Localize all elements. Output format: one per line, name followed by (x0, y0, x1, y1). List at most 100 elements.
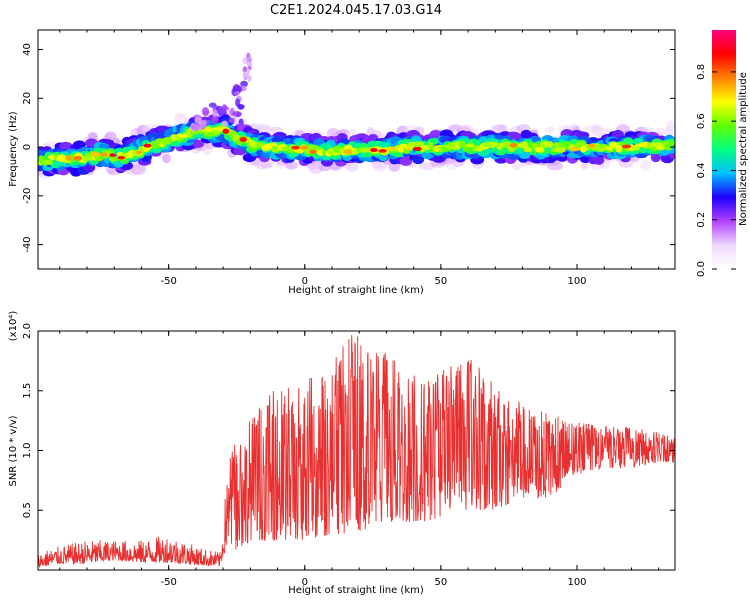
spectrogram-cell (404, 146, 413, 151)
spectrogram-cell (650, 152, 661, 163)
y-tick-label: -20 (22, 188, 33, 204)
spectrogram-frame (37, 29, 676, 270)
spectrogram-cell (457, 140, 466, 148)
spectrogram-cell (427, 142, 434, 149)
spectrogram-cell (246, 61, 253, 67)
spectrogram-cell (640, 159, 651, 171)
spectrogram-cell (246, 68, 250, 75)
spectrogram-cell (465, 143, 474, 148)
spectrogram-cell (232, 111, 242, 117)
spectrogram-cell (555, 146, 566, 153)
spectrogram-cell (285, 161, 298, 170)
spectrogram-cell (621, 144, 632, 149)
spectrogram-cell (640, 141, 648, 148)
spectrogram-cell (399, 156, 413, 166)
colorbar-tick-label: 0.4 (696, 162, 707, 178)
x-tick-label: 0 (302, 276, 308, 287)
x-tick-label: 50 (435, 276, 448, 287)
spectrogram-cell (150, 143, 160, 149)
y-tick-label: 1.5 (22, 383, 33, 399)
snr-series (38, 335, 675, 568)
snr-multiplier: (x10⁴) (8, 311, 19, 342)
spectrogram-cell (666, 120, 675, 132)
spectrogram-cell (473, 139, 482, 147)
spectrogram-cell (56, 156, 65, 162)
spectrogram-cell (378, 149, 387, 153)
spectrogram-cell (100, 152, 108, 157)
spectrogram-cell (553, 142, 561, 148)
spectrogram-cell (237, 104, 245, 110)
spectrogram-cell (194, 117, 203, 124)
spectrogram-heatmap (38, 52, 675, 179)
spectrogram-cell (668, 141, 675, 147)
spectrogram-cell (240, 80, 248, 88)
x-tick-label: 100 (567, 577, 586, 588)
spectrogram-cell (246, 56, 253, 63)
spectrogram-cell (309, 149, 317, 155)
spectrogram-cell (43, 159, 54, 165)
spectrogram-cell (200, 119, 207, 129)
y-tick-label: 0.5 (22, 502, 33, 518)
snr-axes: -50 0 50 100 0.5 1.0 1.5 2.0 (22, 323, 675, 588)
spectrogram-cell (519, 141, 529, 149)
snr-xlabel: Height of straight line (km) (288, 585, 424, 596)
spectrogram-cell (271, 136, 284, 144)
colorbar-ticks: 0.0 0.2 0.4 0.6 0.8 (696, 64, 736, 277)
spectrogram-cell (370, 148, 378, 153)
y-tick-label: 0 (22, 144, 33, 150)
spectrogram-cell (211, 109, 218, 118)
spectrogram-cell (109, 153, 116, 158)
colorbar-tick-label: 0.2 (696, 212, 707, 228)
spectrogram-cell (386, 146, 396, 151)
spectrogram-cell (509, 143, 518, 148)
spectrogram-cell (232, 85, 243, 94)
spectrogram-cell (143, 143, 152, 148)
spectrogram-cell (239, 136, 247, 143)
spectrogram-cell (117, 155, 126, 160)
spectrogram-panel: -50 0 50 100 -40 -20 0 20 40 Height of straight … (8, 29, 676, 296)
spectrogram-xlabel: Height of straight line (km) (288, 285, 424, 296)
spectrogram-cell (247, 74, 252, 83)
spectrogram-cell (130, 164, 147, 175)
y-tick-label: -40 (22, 236, 33, 252)
colorbar-tick-label: 0.8 (696, 64, 707, 80)
spectrogram-cell (605, 146, 613, 151)
colorbar-tick-label: 0.0 (696, 261, 707, 277)
x-tick-label: 100 (567, 276, 586, 287)
snr-panel: -50 0 50 100 0.5 1.0 1.5 2.0 (x10⁴) Height of s… (8, 311, 676, 596)
y-tick-label: 40 (22, 43, 33, 56)
spectrogram-cell (211, 115, 219, 125)
spectrogram-cell (537, 146, 545, 154)
spectrogram-cell (90, 151, 100, 157)
spectrogram-ylabel: Frequency (Hz) (8, 111, 19, 187)
spectrogram-cell (546, 141, 554, 148)
spectrogram-cell (291, 145, 300, 150)
spectrogram-cell (228, 117, 235, 123)
spectrogram-cell (201, 107, 210, 116)
spectrogram-cell (242, 57, 248, 65)
spectrogram-cell (247, 141, 257, 147)
spectrogram-cell (569, 146, 580, 152)
spectrogram-cell (222, 128, 230, 134)
x-tick-label: -50 (160, 577, 176, 588)
spectrogram-cell (236, 123, 245, 131)
y-tick-label: 1.0 (22, 443, 33, 459)
spectrogram-cell (299, 145, 309, 151)
spectrogram-cell (588, 143, 596, 149)
spectrogram-cell (73, 155, 83, 161)
y-tick-label: 20 (22, 92, 33, 105)
spectrogram-cell (512, 162, 522, 171)
spectrogram-cell (593, 155, 605, 165)
spectrogram-cell (59, 141, 73, 152)
spectrogram-cell (234, 90, 240, 96)
spectrogram-cell (212, 126, 222, 132)
spectrogram-cell (135, 150, 143, 155)
spectrogram-cell (162, 154, 171, 164)
spectrogram-cell (490, 141, 499, 147)
x-tick-label: 0 (302, 577, 308, 588)
snr-ylabel: SNR (10 * v/v) (8, 415, 19, 486)
x-tick-label: -50 (160, 276, 176, 287)
spectrogram-cell (413, 146, 422, 151)
y-tick-label: 2.0 (22, 323, 33, 339)
